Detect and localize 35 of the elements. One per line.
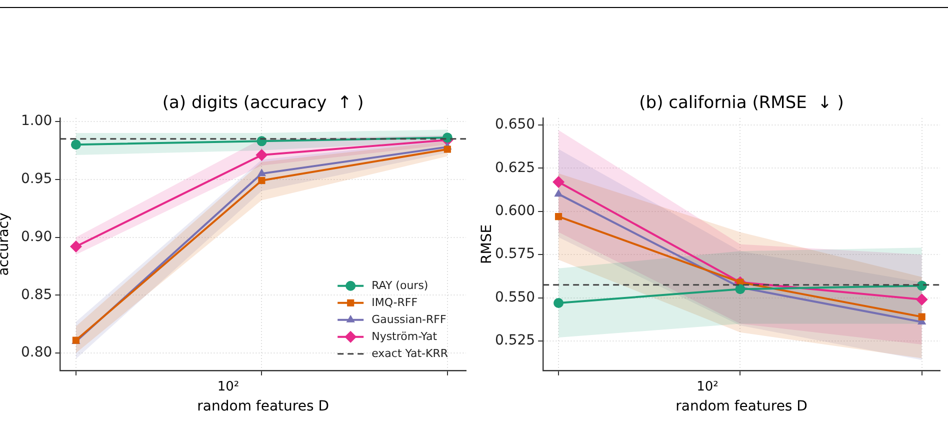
point <box>258 176 266 184</box>
y-tick-label: 0.95 <box>21 171 52 188</box>
y-axis-title: RMSE <box>479 224 496 264</box>
point <box>554 213 562 220</box>
y-axis-title: accuracy <box>0 212 12 276</box>
point <box>70 240 82 253</box>
legend-label: Nyström-Yat <box>372 330 438 343</box>
point <box>444 146 451 153</box>
y-tick-label: 0.90 <box>21 228 52 245</box>
text: 10² <box>696 379 718 394</box>
legend-label: RAY (ours) <box>372 278 428 292</box>
point <box>554 298 564 308</box>
point <box>735 284 746 294</box>
legend-label: Gaussian-RFF <box>372 312 446 326</box>
point <box>916 294 928 306</box>
point <box>257 168 266 176</box>
point <box>256 149 268 162</box>
chart-title: (b) california (RMSE ↓ ) <box>639 93 844 113</box>
legend-label: IMQ-RFF <box>372 296 418 309</box>
legend-label: exact Yat-KRR <box>372 346 448 360</box>
point <box>552 176 565 188</box>
chart-title: (a) digits (accuracy ↑ ) <box>162 93 364 113</box>
y-tick-label: 0.80 <box>21 344 52 361</box>
y-tick-label: 0.85 <box>21 286 52 303</box>
y-tick-label: 0.625 <box>494 160 536 176</box>
y-tick-label: 0.650 <box>494 116 536 133</box>
y-tick-label: 0.600 <box>494 202 536 219</box>
y-tick-label: 0.575 <box>494 246 536 262</box>
y-tick-label: 1.00 <box>21 113 52 130</box>
point <box>70 140 81 150</box>
y-tick-label: 0.550 <box>494 289 536 306</box>
y-tick-label: 0.525 <box>494 332 536 349</box>
x-axis-title: random features D <box>197 398 329 414</box>
text: 10² <box>217 379 240 394</box>
x-axis-title: random features D <box>676 398 808 414</box>
